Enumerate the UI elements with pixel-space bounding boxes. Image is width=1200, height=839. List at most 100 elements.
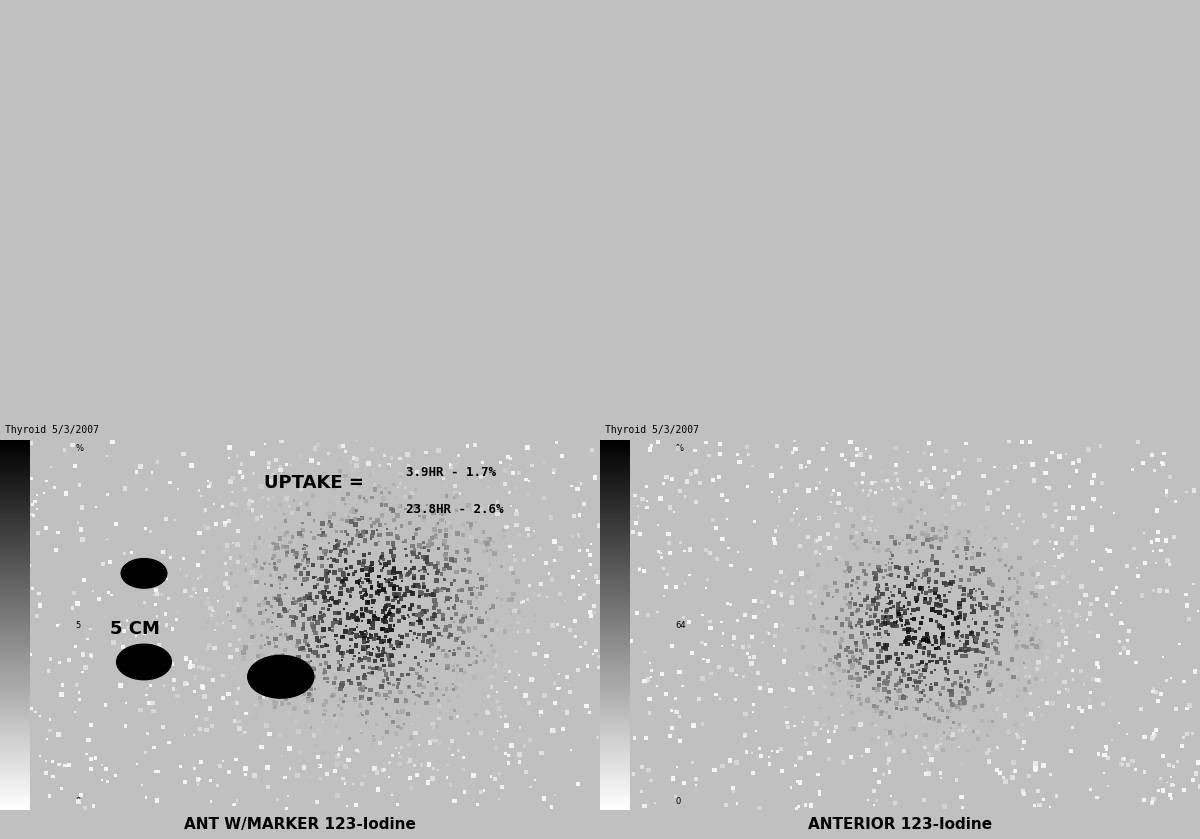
Point [258,631,277,644]
Point [134,578,154,591]
Point [866,719,886,732]
Point [391,477,410,491]
Point [335,498,354,511]
Point [742,563,761,576]
Point [72,501,91,514]
Point [938,711,958,724]
Point [341,455,360,468]
Point [882,556,901,570]
Point [391,758,410,771]
Point [914,794,934,807]
Point [865,763,884,777]
Point [850,687,869,701]
Point [1186,665,1200,679]
Point [256,556,275,570]
Point [932,704,952,717]
Point [467,591,486,604]
Point [308,573,328,586]
Point [1076,588,1096,602]
Point [346,693,365,706]
Point [841,676,860,690]
Point [947,701,966,714]
Point [384,619,403,633]
Point [410,547,430,560]
Point [430,461,449,475]
Point [709,660,728,674]
Point [415,462,434,476]
Point [287,659,306,672]
Point [487,685,506,699]
Point [59,758,78,771]
Point [589,650,608,664]
Point [464,502,484,515]
Point [522,459,541,472]
Point [804,686,823,700]
Point [486,614,505,628]
Point [410,539,430,552]
Point [269,555,288,568]
Point [762,744,781,758]
Point [368,612,388,626]
Point [937,603,956,617]
Point [77,748,96,761]
Point [737,745,756,758]
Point [1072,664,1091,678]
Point [736,707,755,721]
Point [361,468,380,482]
Point [876,617,895,630]
Point [254,559,274,572]
Point [368,513,388,527]
Point [635,564,654,577]
Point [1097,740,1116,753]
Point [994,581,1013,594]
Point [290,746,310,759]
Point [1006,572,1025,586]
Point [962,600,982,613]
Point [370,570,389,583]
Point [944,576,964,589]
Point [275,529,294,542]
Point [931,638,950,652]
Point [870,673,889,686]
Point [349,709,368,722]
Point [902,623,922,637]
Point [847,644,866,657]
Point [84,584,103,597]
Point [1088,673,1108,686]
Point [373,550,392,564]
Point [277,492,296,505]
Point [379,690,398,704]
Point [905,581,924,595]
Point [392,519,412,533]
Point [440,561,460,575]
Point [527,679,546,692]
Point [749,666,768,680]
Point [340,584,359,597]
Point [840,565,859,579]
Point [942,698,961,711]
Point [236,641,256,654]
Point [416,446,436,460]
Point [412,614,431,628]
Point [876,545,895,558]
Point [545,534,564,548]
Point [1063,664,1082,677]
Point [268,620,287,633]
Point [361,628,380,641]
Point [329,572,348,586]
Point [352,677,371,690]
Point [761,684,780,697]
Point [409,657,428,670]
Point [137,689,156,702]
Point [424,733,443,747]
Point [432,581,451,595]
Point [842,607,862,621]
Point [437,682,456,696]
Point [676,490,695,503]
Point [902,633,922,647]
Point [1057,682,1076,696]
Point [1051,617,1070,630]
Point [810,547,829,560]
Point [228,524,247,537]
Point [271,661,290,675]
